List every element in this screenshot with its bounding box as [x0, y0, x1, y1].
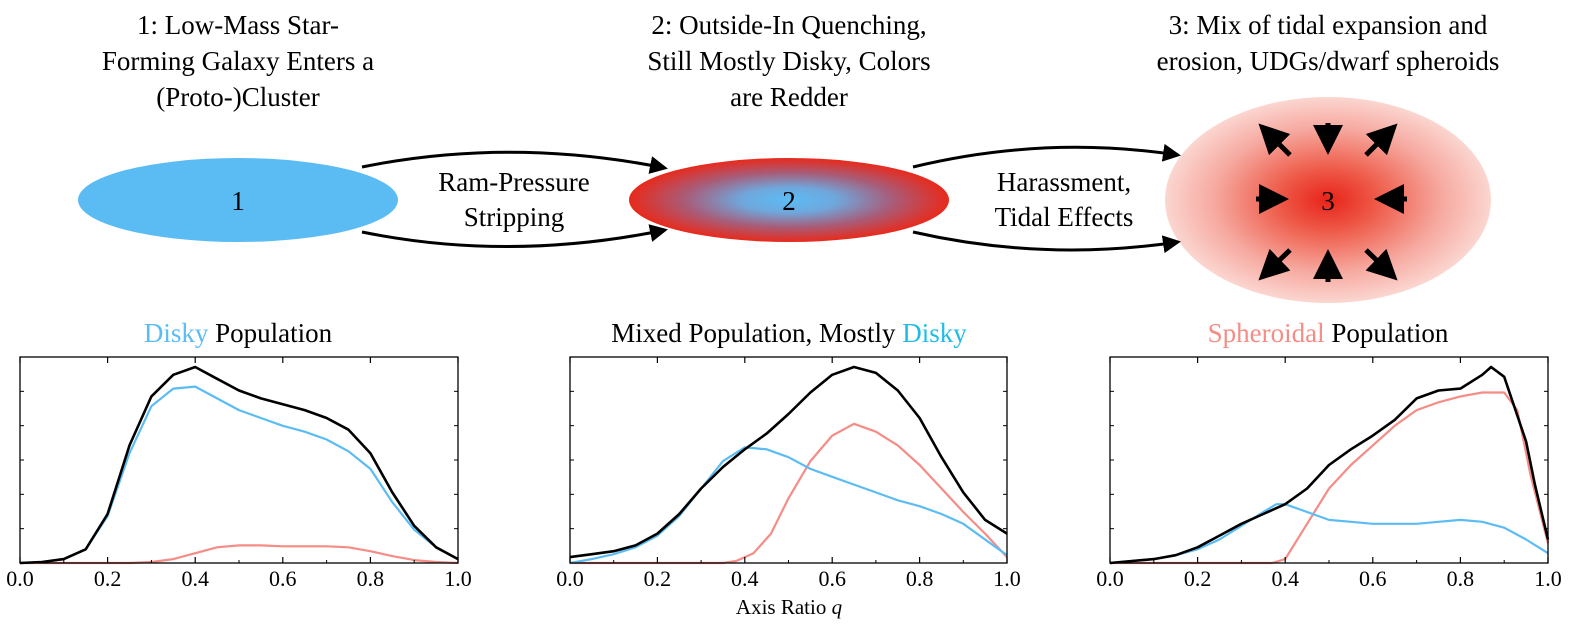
- x-tick-label: 0.8: [906, 566, 934, 591]
- series-line-spheroidal: [20, 544, 459, 565]
- stage-1-title: 1: Low-Mass Star- Forming Galaxy Enters …: [102, 10, 374, 112]
- stage-3-title: 3: Mix of tidal expansion and erosion, U…: [1157, 10, 1500, 76]
- series-line-spheroidal: [570, 422, 1008, 565]
- galaxy-2-disk: [629, 158, 949, 242]
- chart-panel-spheroidal: 0.0 0.2 0.4 0.6 0.8 1.0: [1096, 356, 1562, 591]
- panel-3-title-plain: Population: [1325, 318, 1449, 348]
- chart-panel-mixed: 0.0 0.2 0.4 0.6 0.8 1.0: [556, 356, 1021, 591]
- transition-2-lower-arrow: [912, 230, 1181, 254]
- x-tick-label: 0.4: [731, 566, 759, 591]
- galaxy-1-disk: [78, 158, 398, 242]
- x-tick-label: 1.0: [444, 566, 472, 591]
- x-tick-label: 1.0: [993, 566, 1021, 591]
- stage-2-title-line: Still Mostly Disky, Colors: [647, 46, 930, 76]
- transition-1-label-line: Stripping: [464, 202, 565, 232]
- galaxy-3-spheroid: [1165, 97, 1491, 303]
- stage-3-title-line: 3: Mix of tidal expansion and: [1169, 10, 1488, 40]
- x-tick-label: 1.0: [1534, 566, 1562, 591]
- plot-frame: [19, 356, 459, 564]
- x-tick-label: 0.0: [1096, 566, 1124, 591]
- x-axis-label: Axis Ratio q: [736, 595, 843, 619]
- transition-2-label-line: Harassment,: [997, 167, 1131, 197]
- arrow-upleft-icon: [1258, 123, 1292, 157]
- x-tick-label: 0.2: [644, 566, 672, 591]
- panel-2-title: Mixed Population, Mostly Disky: [611, 318, 967, 348]
- series-line-total: [569, 365, 1008, 559]
- galaxy-1: 1: [78, 158, 398, 242]
- series-line-spheroidal: [1110, 391, 1550, 565]
- galaxy-2: 2: [629, 158, 949, 242]
- x-tick-label: 0.0: [556, 566, 584, 591]
- x-tick-label: 0.6: [818, 566, 846, 591]
- stage-2-title: 2: Outside-In Quenching, Still Mostly Di…: [647, 10, 930, 112]
- panel-3-title: Spheroidal Population: [1208, 318, 1449, 348]
- transition-1-lower-arrow: [361, 224, 668, 248]
- stage-1-title-line: (Proto-)Cluster: [156, 82, 319, 112]
- panel-3-title-colored: Spheroidal: [1208, 318, 1325, 348]
- series-line-disky: [19, 385, 459, 565]
- stage-2-title-line: are Redder: [730, 82, 848, 112]
- series-line-total: [1109, 365, 1550, 565]
- galaxy-1-label: 1: [231, 186, 245, 216]
- panel-2-title-colored: Disky: [902, 318, 967, 348]
- arrow-downright-icon: [1364, 248, 1398, 281]
- galaxy-3-label: 3: [1321, 186, 1335, 216]
- transition-1-upper-arrow: [361, 150, 668, 174]
- x-tick-label: 0.4: [1271, 566, 1299, 591]
- plot-frame: [1109, 356, 1549, 564]
- stage-2-title-line: 2: Outside-In Quenching,: [651, 10, 926, 40]
- arrow-upright-icon: [1364, 123, 1398, 157]
- transition-2-upper-arrow: [912, 143, 1181, 169]
- series-line-disky: [569, 446, 1008, 565]
- plot-frame: [569, 356, 1008, 564]
- galaxy-2-label: 2: [782, 186, 796, 216]
- x-tick-label: 0.8: [1447, 566, 1475, 591]
- transition-1-label-line: Ram-Pressure: [438, 167, 589, 197]
- panel-2-title-plain: Mixed Population, Mostly: [611, 318, 902, 348]
- panel-1-title-plain: Population: [208, 318, 332, 348]
- x-axis-label-text: Axis Ratio: [736, 595, 832, 619]
- series-line-total: [19, 365, 459, 565]
- stage-1-title-line: 1: Low-Mass Star-: [137, 10, 339, 40]
- galaxy-3: 3: [1165, 97, 1491, 303]
- x-tick-label: 0.6: [1359, 566, 1387, 591]
- x-axis-label-var: q: [832, 595, 843, 619]
- expansion-arrows: [1256, 123, 1407, 282]
- x-tick-label: 0.2: [94, 566, 122, 591]
- arrow-downleft-icon: [1258, 248, 1292, 281]
- transition-1: Ram-Pressure Stripping: [361, 150, 668, 248]
- panel-1-title: Disky Population: [144, 318, 333, 348]
- transition-2: Harassment, Tidal Effects: [912, 143, 1181, 254]
- stage-1-title-line: Forming Galaxy Enters a: [102, 46, 374, 76]
- stage-3-title-line: erosion, UDGs/dwarf spheroids: [1157, 46, 1500, 76]
- x-tick-label: 0.2: [1184, 566, 1212, 591]
- x-tick-label: 0.4: [181, 566, 209, 591]
- x-tick-label: 0.0: [6, 566, 34, 591]
- x-tick-label: 0.6: [269, 566, 297, 591]
- panel-1-title-colored: Disky: [144, 318, 209, 348]
- x-tick-label: 0.8: [357, 566, 385, 591]
- chart-panel-disky: 0.0 0.2 0.4 0.6 0.8 1.0: [6, 356, 472, 591]
- transition-2-label-line: Tidal Effects: [995, 202, 1134, 232]
